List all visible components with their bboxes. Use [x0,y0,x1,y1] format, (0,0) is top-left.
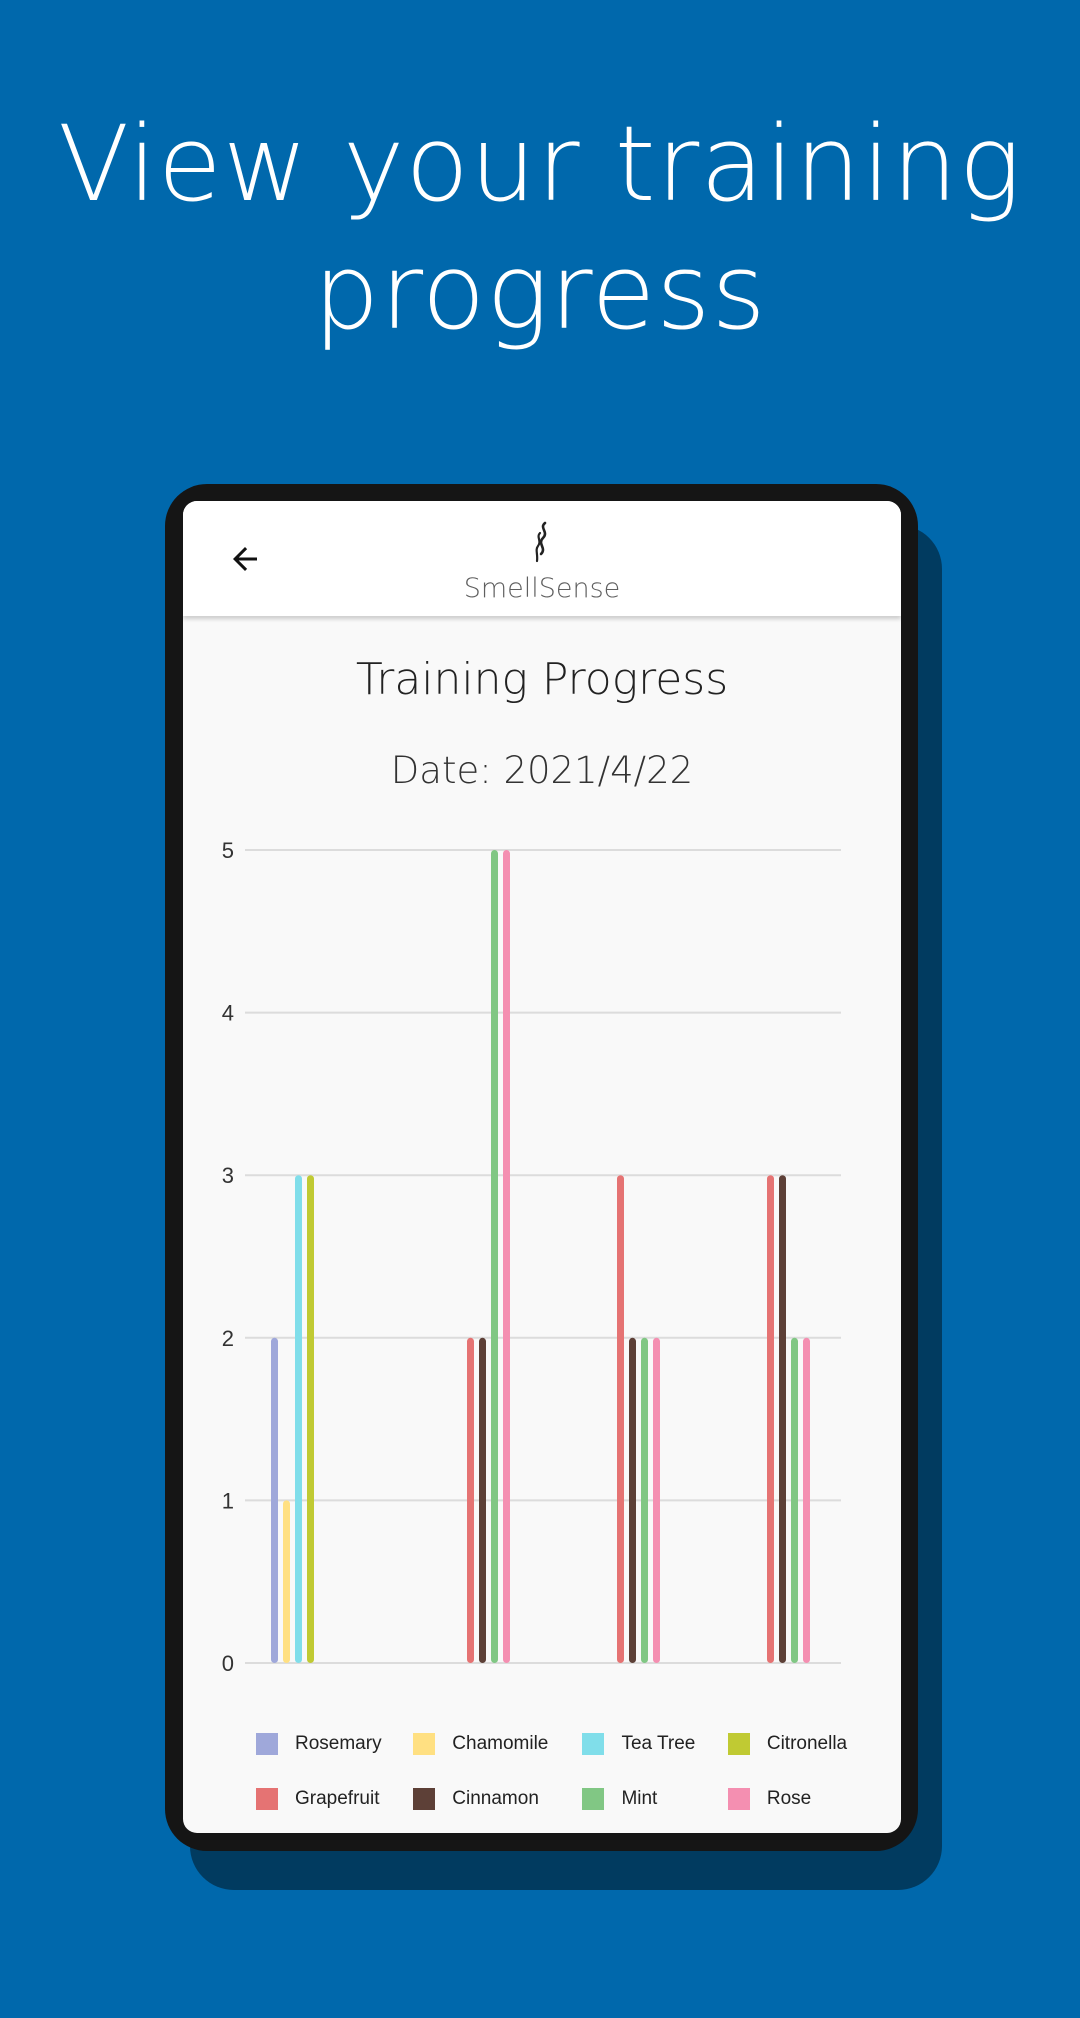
legend-swatch [727,1732,750,1755]
bar-grapefruit [617,1175,624,1663]
legend-item-citronella: Citronella [727,1732,896,1755]
legend-label: Citronella [766,1732,848,1754]
bar-cinnamon [479,1337,486,1663]
y-tick-label: 5 [222,838,234,863]
bar-rose [653,1337,660,1663]
y-tick-label: 2 [222,1326,234,1351]
bar-tea-tree [295,1175,302,1663]
page-title: Training Progress [355,654,729,705]
y-tick-label: 1 [222,1488,234,1513]
legend-label: Mint [621,1787,658,1809]
legend-swatch [256,1732,278,1755]
bar-cinnamon [779,1175,786,1663]
y-tick-label: 3 [222,1163,234,1188]
legend-label: Rosemary [295,1732,382,1754]
headline-line-1: View your training [57,103,1023,225]
bar-rose [503,850,510,1663]
y-tick-label: 0 [222,1651,234,1676]
date-label: Date: 2021/4/22 [390,749,694,792]
chart-legend: Rosemary Chamomile Tea Tree Citronella Grape… [256,1716,896,1826]
legend-label: Tea Tree [621,1732,696,1754]
bar-mint [491,850,498,1663]
legend-label: Cinnamon [452,1787,539,1809]
bar-cinnamon [629,1337,636,1663]
back-button[interactable] [223,537,267,581]
legend-item-cinnamon: Cinnamon [413,1787,582,1810]
bar-citronella [307,1175,314,1663]
legend-swatch [413,1732,436,1755]
bar-grapefruit [767,1175,774,1663]
legend-item-grapefruit: Grapefruit [256,1787,413,1810]
legend-swatch [413,1787,436,1810]
training-progress-chart: 0 1 2 3 4 5 [222,838,841,1676]
bar-mint [641,1337,648,1663]
headline: View your training progress [0,100,1080,356]
legend-swatch [727,1787,750,1810]
legend-item-rose: Rose [727,1787,896,1810]
legend-swatch [256,1787,278,1810]
headline-line-2: progress [313,231,767,353]
legend-row: Rosemary Chamomile Tea Tree Citronella [256,1716,896,1771]
smell-wisp-icon [535,521,547,563]
legend-label: Chamomile [452,1732,549,1754]
legend-swatch [582,1787,605,1810]
legend-item-tea-tree: Tea Tree [582,1732,727,1755]
bar-grapefruit [467,1337,474,1663]
app-brand: SmellSense [463,573,621,604]
legend-label: Rose [766,1787,812,1809]
legend-item-rosemary: Rosemary [256,1732,413,1755]
legend-label: Grapefruit [295,1787,380,1809]
legend-row: Grapefruit Cinnamon Mint Rose [256,1771,896,1826]
legend-item-chamomile: Chamomile [413,1732,582,1755]
app-bar: SmellSense [183,501,901,616]
y-tick-label: 4 [222,1001,234,1026]
bar-chamomile [283,1500,290,1663]
bar-rose [803,1337,810,1663]
legend-item-mint: Mint [582,1787,727,1810]
bar-mint [791,1337,798,1663]
bar-rosemary [271,1337,278,1663]
arrow-left-icon [233,547,257,571]
legend-swatch [582,1732,605,1755]
app-screen: SmellSense Training Progress Date: 2021/… [183,501,901,1833]
